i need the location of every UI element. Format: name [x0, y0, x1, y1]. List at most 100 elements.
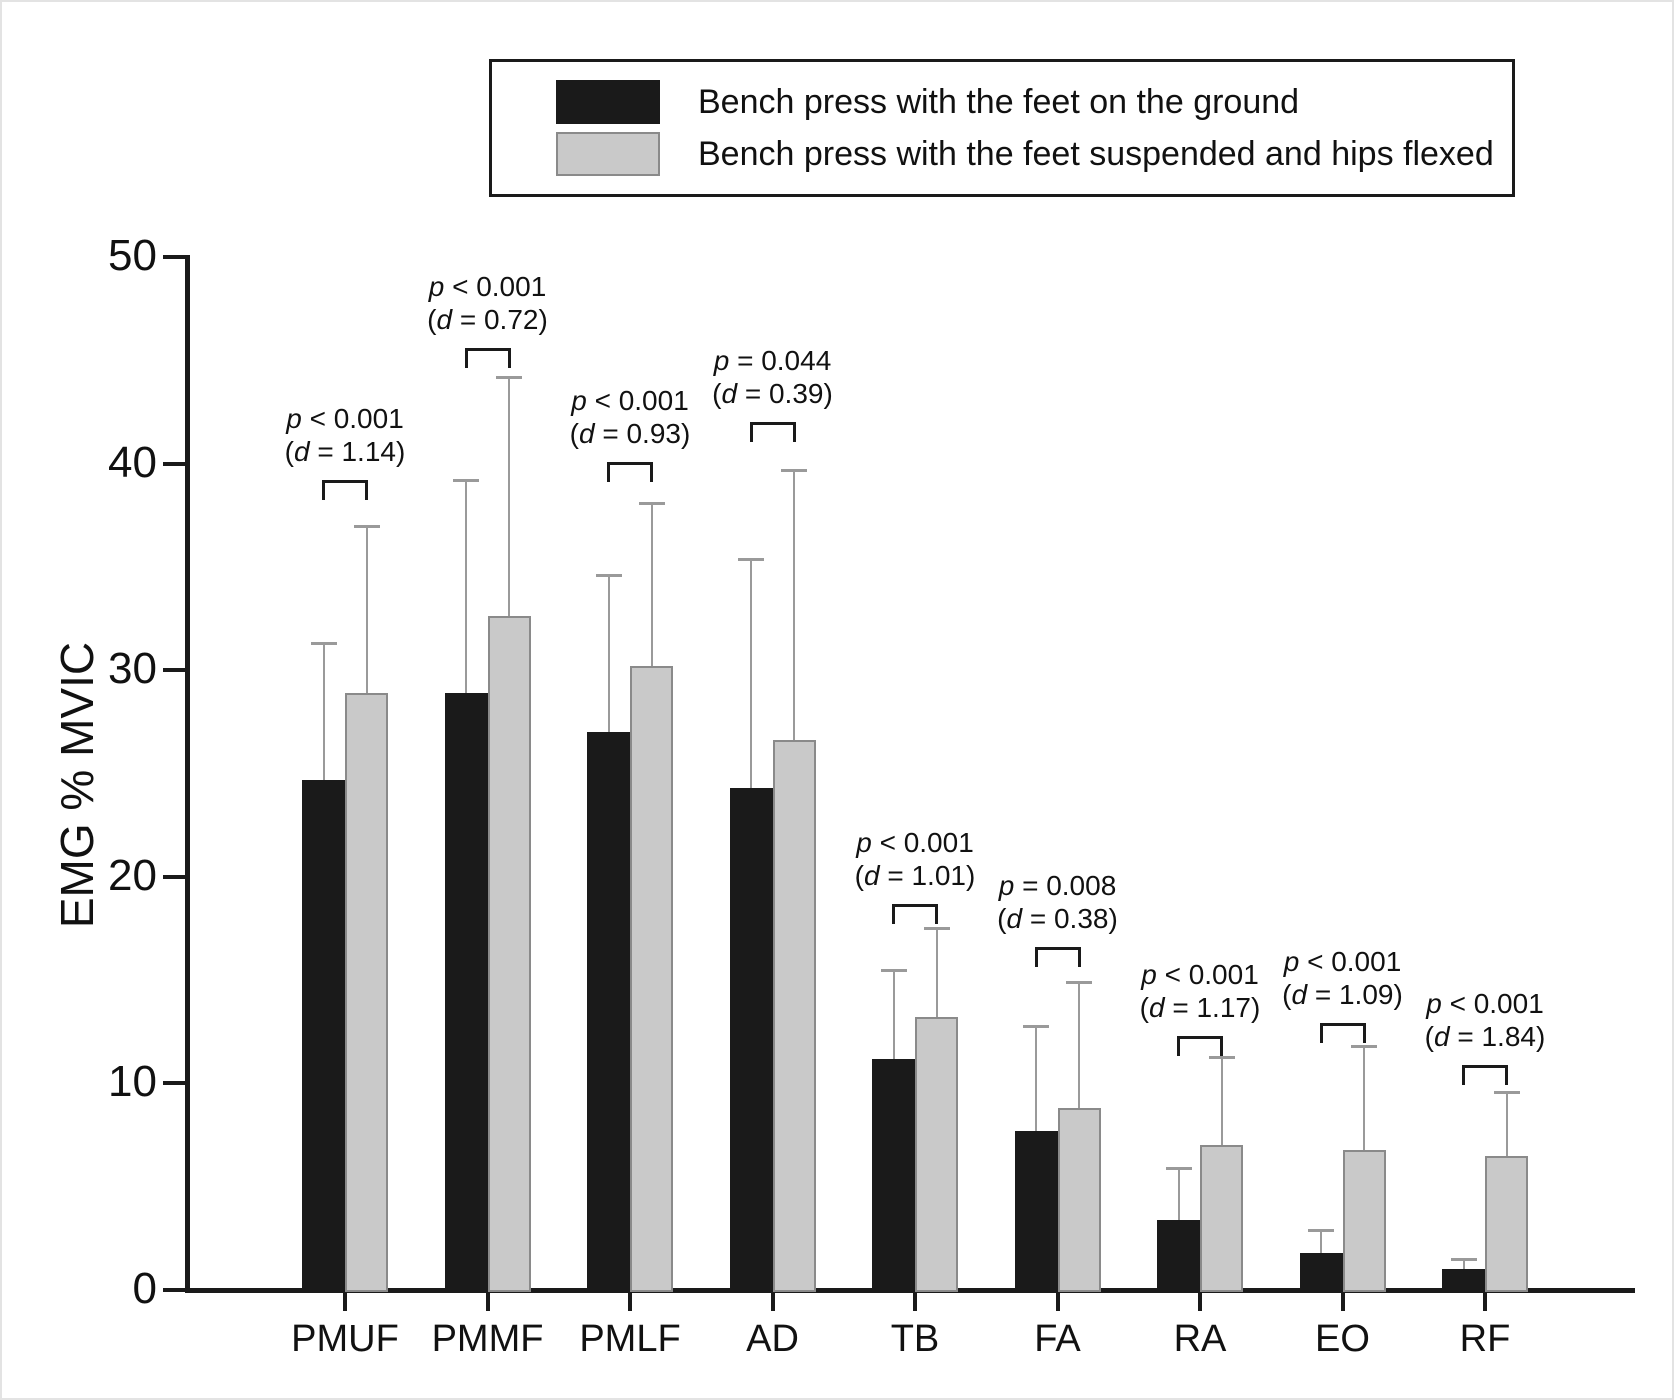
- bar-feet-suspended: [772, 740, 816, 1292]
- significance-bracket-end: [507, 347, 511, 368]
- error-bar: [750, 558, 752, 788]
- significance-bracket-end: [935, 903, 938, 924]
- error-bar: [1505, 1091, 1508, 1156]
- legend-item-ground: Bench press with the feet on the ground: [556, 80, 1512, 124]
- error-bar-cap: [1308, 1229, 1334, 1233]
- x-tick-mark: [485, 1293, 490, 1311]
- error-bar-cap: [1066, 981, 1092, 985]
- x-axis-label: TB: [890, 1318, 940, 1360]
- significance-bracket: [607, 461, 653, 465]
- bar-feet-on-ground: [587, 732, 630, 1292]
- error-bar-cap: [496, 375, 522, 379]
- significance-bracket: [1177, 1035, 1223, 1039]
- y-tick-mark: [163, 461, 185, 466]
- error-bar-cap: [1450, 1258, 1477, 1261]
- y-axis-line: [185, 255, 190, 1293]
- bar-feet-suspended: [1485, 1155, 1528, 1292]
- significance-label: p < 0.001 (d = 0.72): [427, 270, 548, 335]
- significance-label: p < 0.001 (d = 1.84): [1424, 987, 1546, 1052]
- x-axis-label: PMUF: [291, 1318, 399, 1360]
- x-tick-mark: [1055, 1293, 1060, 1311]
- error-bar-cap: [738, 557, 764, 561]
- y-tick-label: 50: [108, 231, 157, 280]
- x-axis-label: PMLF: [579, 1318, 681, 1360]
- y-tick-mark: [163, 255, 185, 259]
- significance-label: p < 0.001 (d = 1.17): [1139, 958, 1261, 1023]
- significance-bracket: [892, 903, 938, 907]
- y-axis-title: EMG % MVIC: [51, 641, 103, 929]
- error-bar: [1177, 1168, 1180, 1220]
- error-bar-cap: [1208, 1055, 1235, 1059]
- error-bar: [1078, 982, 1080, 1109]
- significance-bracket-end: [892, 903, 895, 924]
- error-bar-cap: [310, 642, 337, 646]
- significance-bracket-end: [650, 461, 653, 482]
- error-bar: [508, 376, 510, 617]
- x-axis-label: RF: [1459, 1318, 1511, 1360]
- x-axis-label: FA: [1034, 1318, 1081, 1360]
- error-bar-cap: [1351, 1045, 1377, 1049]
- significance-bracket: [1319, 1023, 1366, 1027]
- error-bar: [650, 502, 653, 667]
- x-axis-label: AD: [746, 1318, 799, 1360]
- significance-label: p < 0.001 (d = 0.93): [569, 384, 691, 449]
- legend-swatch-black: [556, 80, 660, 124]
- significance-bracket: [1462, 1064, 1508, 1068]
- bar-feet-suspended: [915, 1017, 958, 1292]
- significance-bracket-end: [1177, 1035, 1180, 1056]
- error-bar: [892, 969, 895, 1059]
- error-bar: [607, 575, 610, 733]
- bar-feet-on-ground: [1014, 1130, 1058, 1292]
- legend-swatch-gray: [556, 132, 660, 176]
- significance-bracket: [322, 480, 368, 484]
- significance-bracket: [1034, 947, 1081, 951]
- significance-label: p < 0.001 (d = 1.14): [284, 403, 406, 468]
- bar-feet-suspended: [630, 666, 673, 1292]
- bar-feet-on-ground: [872, 1058, 915, 1292]
- y-tick-mark: [163, 668, 185, 673]
- significance-bracket: [464, 347, 511, 351]
- significance-bracket-end: [1077, 947, 1081, 968]
- bar-feet-suspended: [487, 616, 531, 1292]
- legend-label: Bench press with the feet on the ground: [698, 82, 1300, 121]
- x-tick-mark: [1483, 1293, 1487, 1311]
- error-bar: [322, 643, 325, 780]
- significance-bracket: [749, 422, 796, 426]
- significance-bracket-end: [1319, 1023, 1323, 1044]
- y-tick-mark: [163, 1288, 185, 1292]
- significance-bracket-end: [1220, 1035, 1223, 1056]
- x-tick-mark: [1340, 1293, 1345, 1311]
- error-bar: [1363, 1046, 1365, 1150]
- bar-feet-on-ground: [1299, 1252, 1343, 1292]
- error-bar: [793, 469, 795, 741]
- error-bar-cap: [1023, 1024, 1049, 1028]
- error-bar: [935, 928, 938, 1018]
- significance-bracket-end: [1034, 947, 1038, 968]
- significance-label: p < 0.001 (d = 1.09): [1282, 946, 1403, 1011]
- error-bar: [1220, 1056, 1223, 1146]
- y-tick-label: 30: [108, 644, 157, 694]
- significance-bracket-end: [607, 461, 610, 482]
- significance-bracket-end: [464, 347, 468, 368]
- error-bar-cap: [1493, 1090, 1520, 1094]
- error-bar-cap: [595, 574, 622, 578]
- significance-bracket-end: [792, 422, 796, 443]
- x-tick-mark: [770, 1293, 775, 1311]
- bar-feet-on-ground: [1442, 1269, 1485, 1292]
- y-tick-label: 0: [132, 1264, 157, 1313]
- bar-feet-suspended: [345, 692, 388, 1292]
- error-bar: [1320, 1230, 1322, 1253]
- error-bar: [365, 525, 368, 693]
- x-tick-mark: [1198, 1293, 1202, 1311]
- significance-bracket-end: [749, 422, 753, 443]
- significance-bracket-end: [1505, 1064, 1508, 1085]
- bar-feet-suspended: [1342, 1149, 1386, 1292]
- bar-feet-on-ground: [1157, 1219, 1200, 1292]
- significance-bracket-end: [1362, 1023, 1366, 1044]
- bar-feet-suspended: [1200, 1145, 1243, 1292]
- x-tick-mark: [628, 1293, 632, 1311]
- bar-feet-on-ground: [302, 779, 345, 1292]
- error-bar: [1462, 1259, 1465, 1270]
- x-tick-mark: [343, 1293, 347, 1311]
- significance-label: p = 0.008 (d = 0.38): [997, 870, 1118, 935]
